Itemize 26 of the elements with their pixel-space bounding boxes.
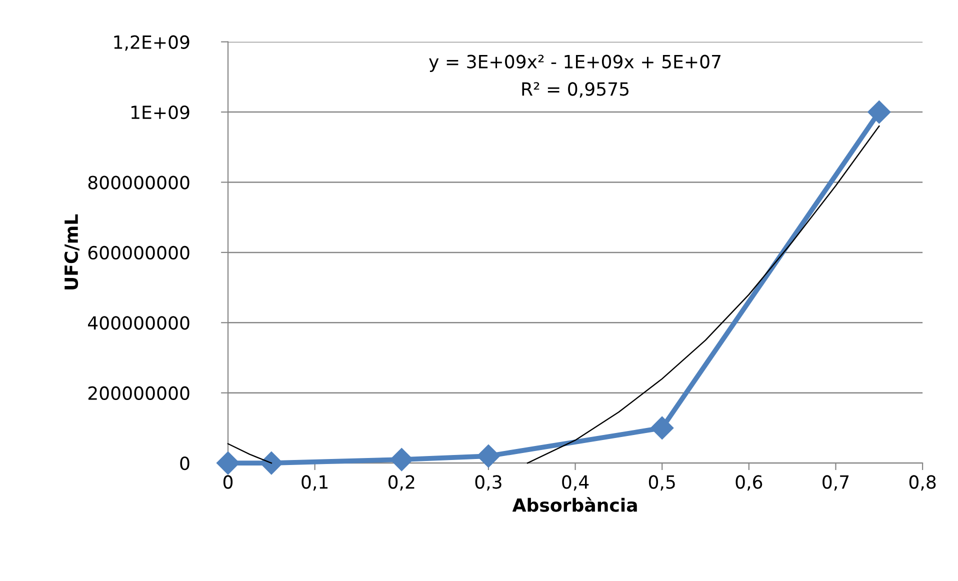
- x-axis-title: Absorbància: [512, 497, 637, 512]
- point: [476, 444, 500, 468]
- x-tick-label: 0,4: [562, 475, 589, 491]
- y-tick-label: 400000000: [88, 316, 190, 330]
- point: [216, 452, 240, 475]
- y-tick-label: 1,2E+09: [114, 35, 190, 51]
- x-tick-label: 0: [223, 475, 233, 489]
- y-tick-label: 1E+09: [131, 105, 190, 120]
- point: [868, 100, 891, 124]
- annotation: y = 3E+09x² - 1E+09x + 5E+07: [429, 54, 720, 72]
- x-tick-label: 0,3: [475, 475, 502, 491]
- x-tick-label: 0,5: [648, 475, 675, 491]
- x-tick-label: 0,6: [736, 475, 762, 491]
- y-tick-label: 800000000: [88, 176, 190, 190]
- y-tick-label: 0: [180, 456, 190, 470]
- y-axis-title: UFC/mL: [64, 214, 80, 290]
- x-tick-label: 0,7: [822, 475, 849, 491]
- x-tick-label: 0,8: [909, 475, 936, 491]
- y-tick-label: 200000000: [88, 386, 190, 400]
- point: [390, 448, 414, 472]
- point: [260, 452, 283, 475]
- point: [650, 416, 674, 440]
- x-tick-label: 0,2: [388, 475, 414, 491]
- x-tick-label: 0,1: [302, 475, 328, 491]
- y-tick-label: 600000000: [88, 246, 190, 260]
- annotation: R² = 0,9575: [522, 82, 628, 98]
